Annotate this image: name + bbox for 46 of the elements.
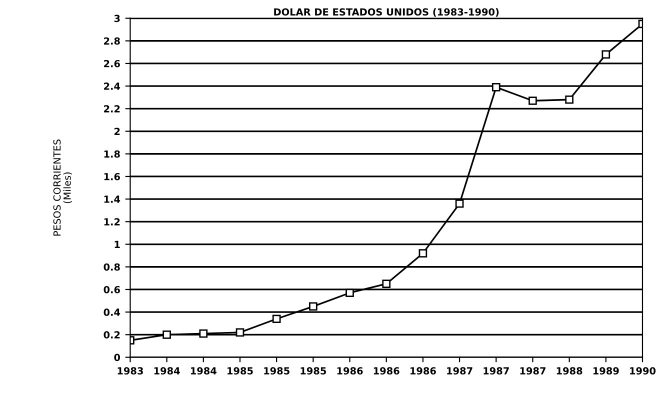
point — [602, 50, 610, 59]
y-tick-label: 1.6 — [104, 172, 120, 180]
y-tick-label: 0.4 — [104, 308, 120, 316]
x-tick-label: 1987 — [447, 367, 472, 375]
x-tick-label: 1986 — [410, 367, 436, 375]
x-tick-label: 1985 — [228, 367, 253, 375]
x-tick-label: 1987 — [520, 367, 546, 375]
x-tick-label: 1988 — [556, 367, 582, 375]
point — [272, 314, 281, 324]
point — [162, 330, 171, 339]
x-tick-label: 1986 — [374, 367, 400, 375]
y-tick-label: 2.6 — [104, 60, 120, 68]
x-tick-label: 1985 — [300, 367, 326, 375]
point — [236, 328, 244, 337]
y-tick-label: 0.6 — [104, 286, 120, 294]
point — [199, 329, 208, 338]
point — [528, 96, 537, 105]
x-tick-label: 1986 — [337, 367, 363, 375]
point — [346, 288, 354, 298]
y-tick-label: 1 — [114, 240, 120, 248]
point — [382, 280, 391, 288]
point — [418, 249, 428, 258]
y-tick-label: 2.2 — [104, 105, 120, 112]
y-tick-label: 2.4 — [104, 82, 120, 90]
y-tick-label: 2 — [114, 128, 120, 135]
y-tick-label: 3 — [114, 14, 120, 22]
y-tick-label: 0 — [114, 354, 120, 362]
point — [455, 199, 464, 208]
x-tick-label: 1985 — [264, 367, 290, 375]
point — [309, 302, 318, 311]
point — [565, 95, 574, 104]
x-tick-label: 1990 — [630, 367, 656, 375]
x-tick-label: 1984 — [154, 367, 180, 375]
y-tick-label: 0.2 — [104, 331, 120, 339]
y-tick-label: 1.4 — [104, 196, 120, 203]
x-tick-label: 1984 — [190, 367, 216, 375]
y-tick-label: 1.2 — [104, 218, 120, 226]
x-tick-label: 1983 — [118, 367, 143, 375]
y-tick-label: 1.8 — [104, 150, 120, 158]
y-tick-label: 2.8 — [104, 37, 120, 45]
x-tick-label: 1987 — [484, 367, 509, 375]
y-tick-label: 0.8 — [104, 263, 120, 271]
chart-title: DOLAR DE ESTADOS UNIDOS (1983-1990) — [274, 8, 499, 17]
x-tick-label: 1989 — [593, 367, 619, 375]
y-axis-title: PESOS CORRIENTES (Miles) — [53, 140, 72, 236]
point — [492, 83, 500, 92]
